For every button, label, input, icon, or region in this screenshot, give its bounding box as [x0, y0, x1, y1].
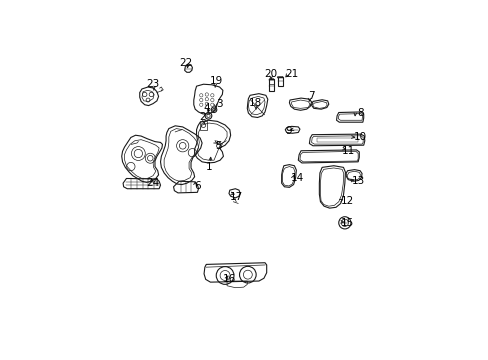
- Bar: [269, 79, 273, 91]
- Text: 2: 2: [199, 112, 205, 122]
- Text: 22: 22: [179, 58, 193, 68]
- Text: 8: 8: [356, 108, 363, 118]
- Text: 21: 21: [285, 69, 298, 79]
- Text: 7: 7: [307, 91, 314, 102]
- Text: 5: 5: [215, 141, 222, 151]
- Bar: [317, 138, 357, 143]
- Text: 16: 16: [222, 274, 235, 284]
- Text: 11: 11: [341, 146, 354, 156]
- Text: 10: 10: [353, 132, 366, 142]
- Text: 15: 15: [340, 219, 353, 228]
- Text: 9: 9: [285, 126, 292, 136]
- Text: 20: 20: [264, 69, 277, 79]
- Text: 4: 4: [203, 103, 210, 113]
- Text: 14: 14: [290, 174, 304, 184]
- Text: 17: 17: [229, 192, 243, 202]
- Bar: [199, 121, 207, 130]
- Text: 1: 1: [206, 162, 212, 172]
- Text: 13: 13: [351, 176, 365, 186]
- Text: 18: 18: [248, 98, 262, 108]
- Bar: [277, 77, 282, 86]
- Text: 12: 12: [340, 196, 353, 206]
- Text: 19: 19: [210, 76, 223, 86]
- Text: 3: 3: [216, 99, 223, 109]
- Text: 23: 23: [146, 79, 160, 89]
- Text: 6: 6: [194, 181, 201, 191]
- Text: 24: 24: [146, 178, 160, 188]
